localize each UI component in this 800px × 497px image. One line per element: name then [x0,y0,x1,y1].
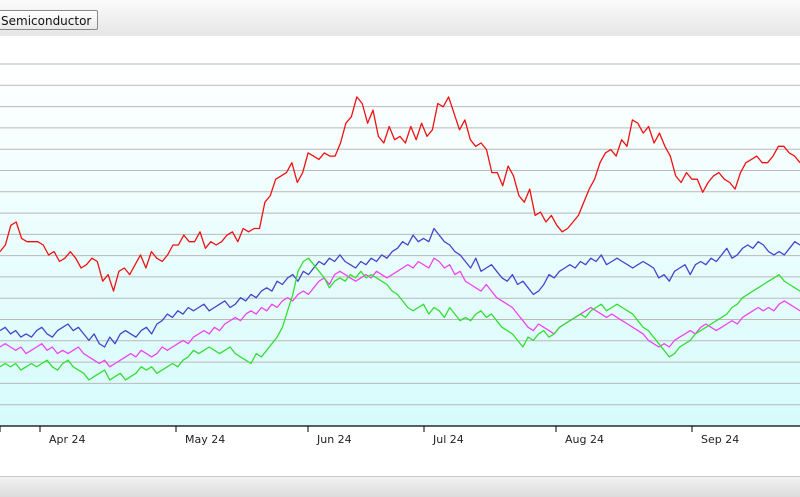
chart-area: Apr 24 May 24 Jun 24 Jul 24 Aug 24 Sep 24 [0,36,800,476]
x-tick-label: Sep 24 [701,433,739,446]
x-tick-label: Jul 24 [432,433,464,446]
x-tick-label: Jun 24 [316,433,352,446]
x-tick-label: May 24 [185,433,225,446]
x-tick-label: Apr 24 [49,433,86,446]
series-line-0 [0,96,800,292]
series-line-3 [0,257,800,381]
semiconductor-tab-button[interactable]: Semiconductor [0,10,99,30]
toolbar: Semiconductor [0,0,800,37]
x-tick-label: Aug 24 [565,433,604,446]
series-line-2 [0,257,800,368]
series-line-1 [0,227,800,348]
footer-bar [0,476,800,497]
line-chart: Apr 24 May 24 Jun 24 Jul 24 Aug 24 Sep 24 [0,63,800,446]
